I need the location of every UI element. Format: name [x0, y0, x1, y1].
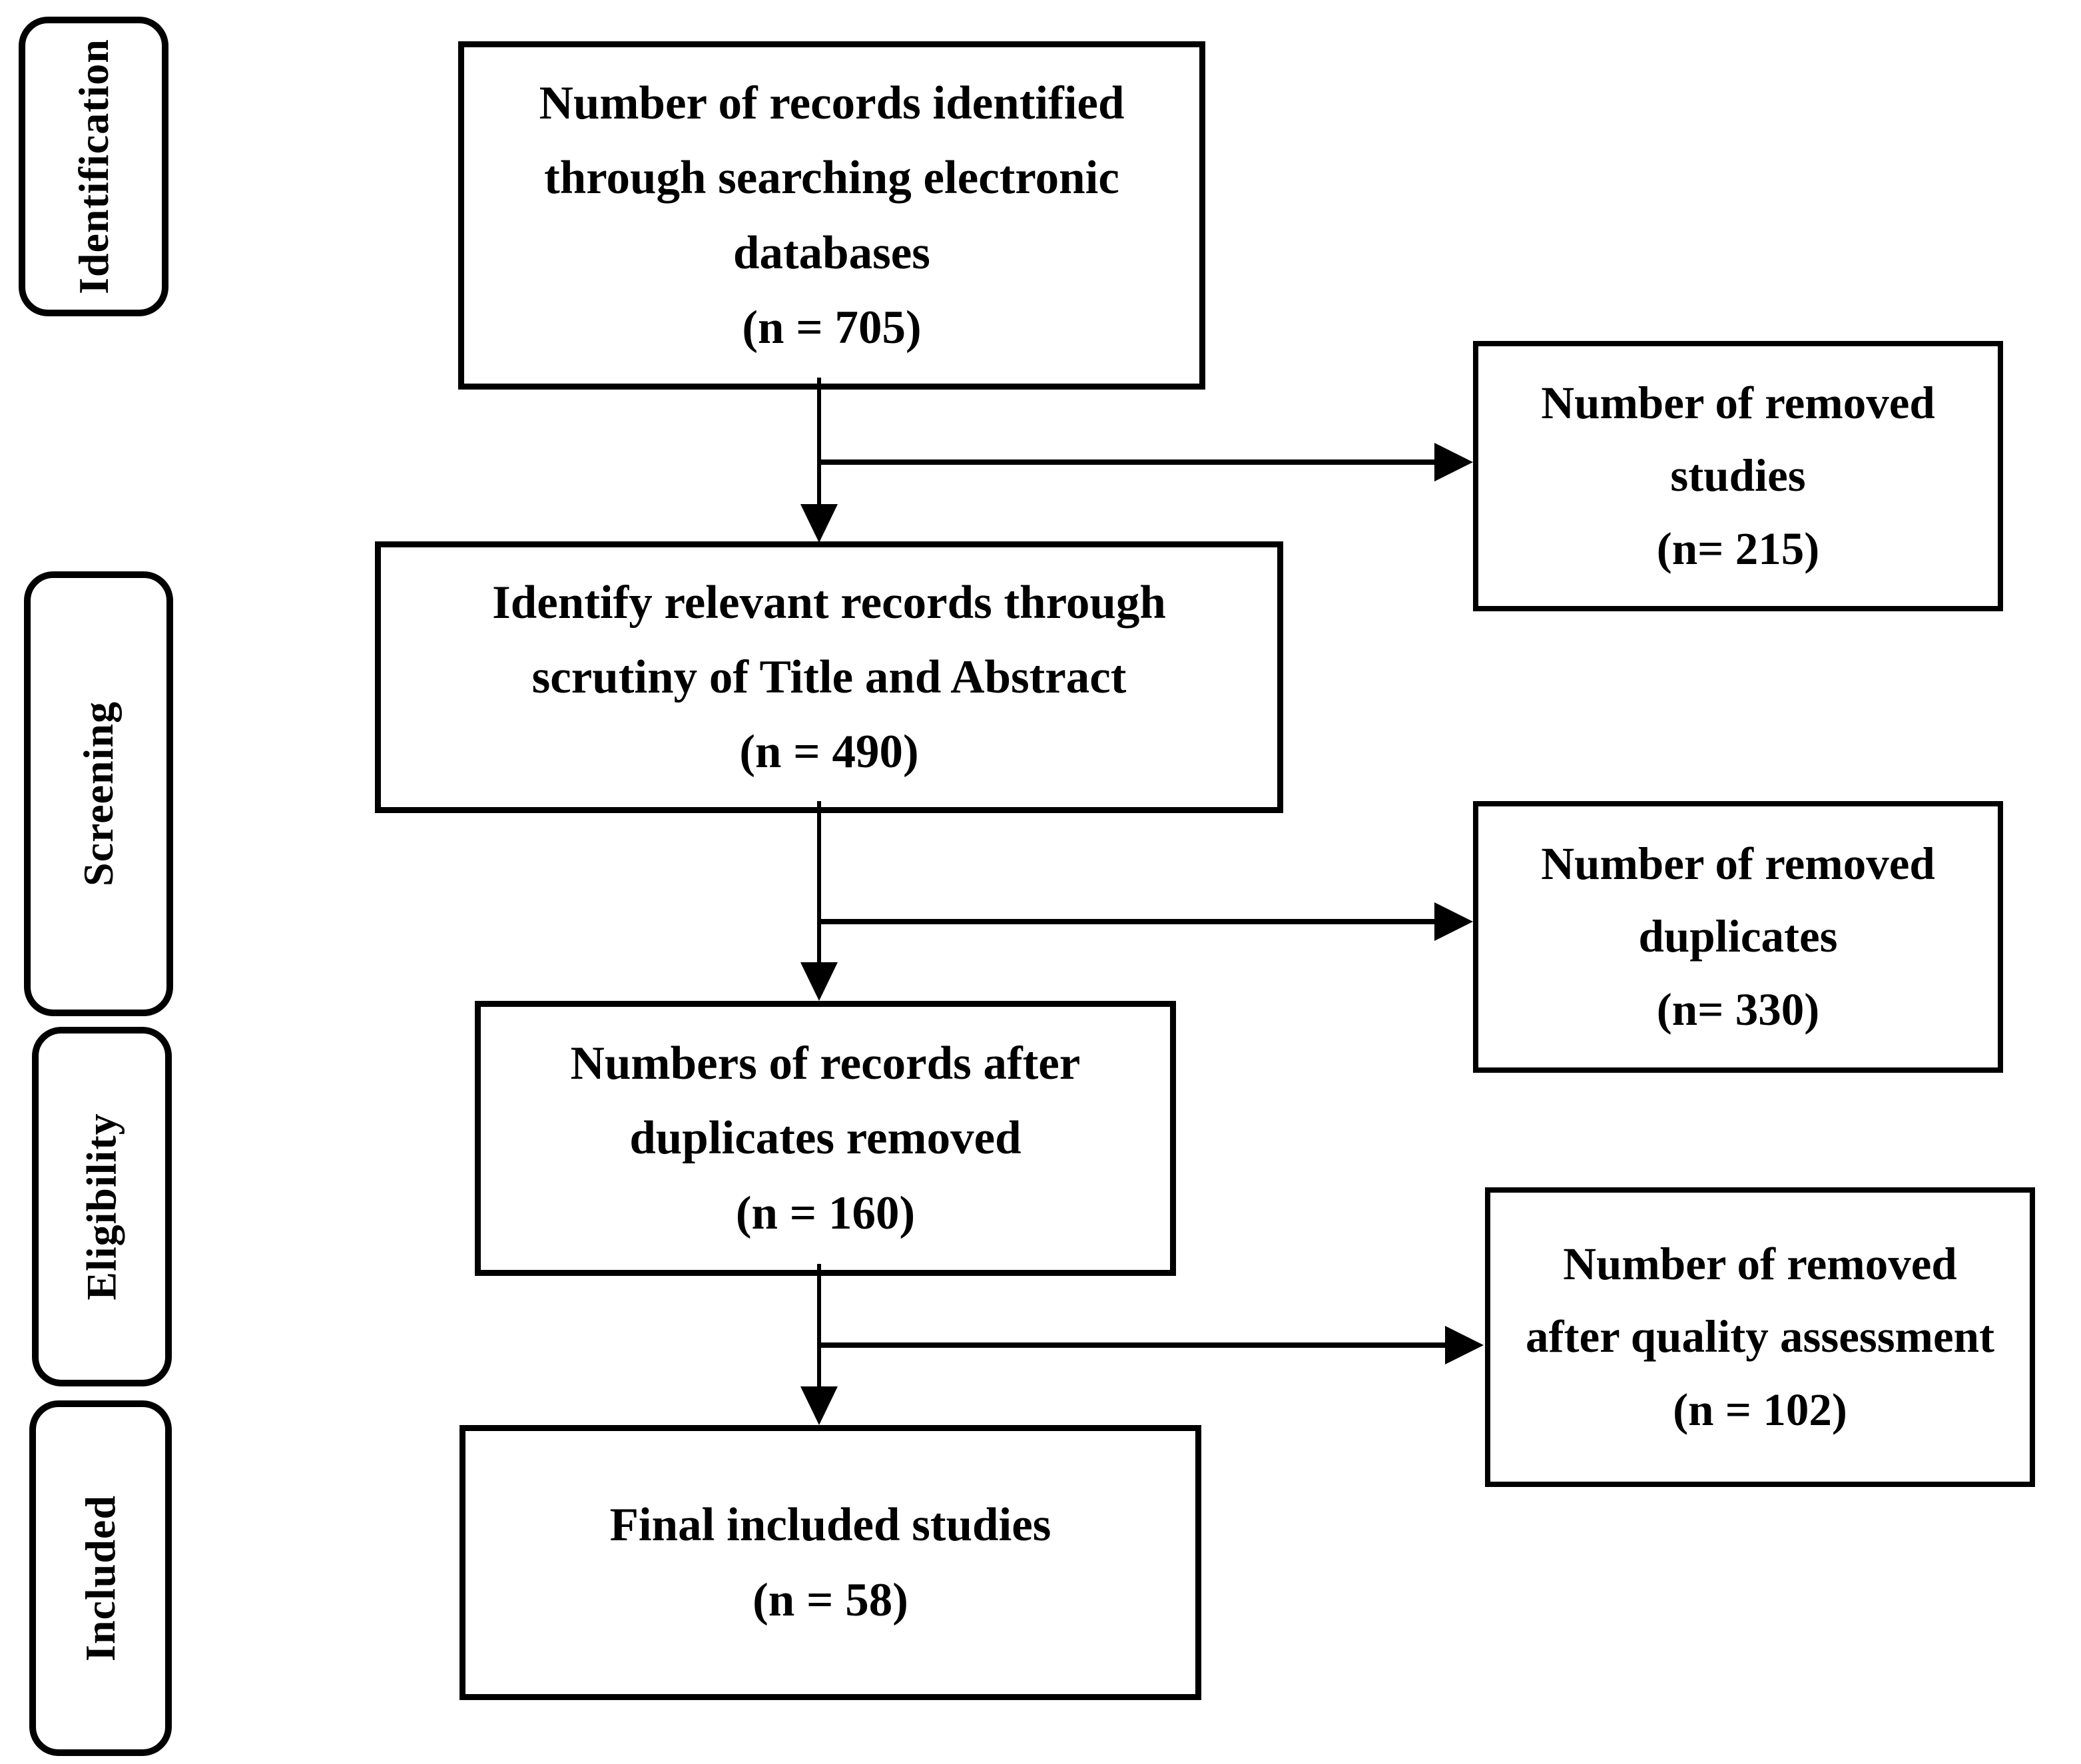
- text-line: studies: [1670, 450, 1806, 501]
- arrow-right-to-removed-studies-icon: [1434, 443, 1473, 481]
- stage-box-eligibility: Eligibility: [32, 1027, 172, 1386]
- text-line: duplicates: [1638, 911, 1838, 962]
- arrow-right-to-removed-duplicates-icon: [1434, 902, 1473, 941]
- text-line: after quality assessment: [1525, 1311, 1994, 1362]
- connector-identified-to-screening-line: [817, 378, 821, 506]
- count-line: (n= 215): [1656, 523, 1820, 574]
- count-line: (n = 705): [742, 301, 922, 354]
- side-box-removed-studies: Number of removed studies (n= 215): [1473, 341, 2003, 611]
- side-box-removed-duplicates-text: Number of removed duplicates (n= 330): [1541, 828, 1935, 1045]
- flow-box-records-identified: Number of records identified through sea…: [458, 41, 1205, 390]
- count-line: (n = 490): [739, 726, 919, 778]
- stage-box-identification: Identification: [19, 17, 168, 316]
- connector-branch-removed-studies-line: [819, 459, 1437, 465]
- count-line: (n = 102): [1673, 1384, 1847, 1435]
- text-line: Final included studies: [609, 1499, 1051, 1552]
- flow-box-after-duplicates-removed-text: Numbers of records after duplicates remo…: [571, 1026, 1081, 1251]
- text-line: Identify relevant records through: [492, 576, 1166, 629]
- count-line: (n= 330): [1656, 984, 1820, 1035]
- side-box-removed-studies-text: Number of removed studies (n= 215): [1541, 367, 1935, 585]
- arrow-right-to-removed-quality-icon: [1445, 1326, 1484, 1364]
- connector-screening-to-duplicates-removed-line: [817, 801, 821, 964]
- text-line: Number of removed: [1541, 838, 1935, 890]
- count-line: (n = 58): [752, 1574, 908, 1626]
- text-line: Number of records identified: [539, 77, 1125, 130]
- stage-label-identification: Identification: [69, 39, 117, 294]
- flow-box-final-included: Final included studies (n = 58): [459, 1425, 1201, 1700]
- arrow-down-to-duplicates-removed-icon: [800, 962, 838, 1001]
- text-line: duplicates removed: [629, 1112, 1022, 1165]
- stage-box-screening: Screening: [24, 571, 173, 1016]
- side-box-removed-duplicates: Number of removed duplicates (n= 330): [1473, 801, 2003, 1073]
- connector-branch-removed-duplicates-line: [819, 919, 1437, 924]
- stage-box-included: Included: [29, 1400, 172, 1756]
- connector-branch-removed-quality-line: [819, 1342, 1448, 1348]
- text-line: scrutiny of Title and Abstract: [531, 651, 1127, 703]
- flow-box-records-identified-text: Number of records identified through sea…: [539, 66, 1125, 365]
- text-line: Numbers of records after: [570, 1037, 1081, 1090]
- text-line: through searching electronic: [544, 152, 1119, 204]
- stage-label-screening: Screening: [75, 701, 122, 887]
- stage-label-eligibility: Eligibility: [78, 1113, 125, 1301]
- side-box-removed-after-quality-assessment: Number of removed after quality assessme…: [1485, 1187, 2035, 1487]
- text-line: Number of removed: [1541, 378, 1935, 429]
- flow-box-after-duplicates-removed: Numbers of records after duplicates remo…: [475, 1001, 1176, 1276]
- flow-box-final-included-text: Final included studies (n = 58): [610, 1488, 1051, 1637]
- arrow-down-to-final-icon: [800, 1386, 838, 1425]
- stage-label-included: Included: [77, 1495, 124, 1661]
- flow-box-title-abstract-screening: Identify relevant records through scruti…: [375, 541, 1283, 813]
- flow-box-title-abstract-screening-text: Identify relevant records through scruti…: [492, 565, 1166, 790]
- connector-duplicates-removed-to-final-line: [817, 1264, 821, 1388]
- side-box-removed-after-quality-assessment-text: Number of removed after quality assessme…: [1526, 1228, 1994, 1446]
- arrow-down-to-screening-icon: [800, 504, 838, 543]
- text-line: Number of removed: [1563, 1239, 1957, 1290]
- text-line: databases: [733, 226, 930, 279]
- count-line: (n = 160): [735, 1187, 916, 1239]
